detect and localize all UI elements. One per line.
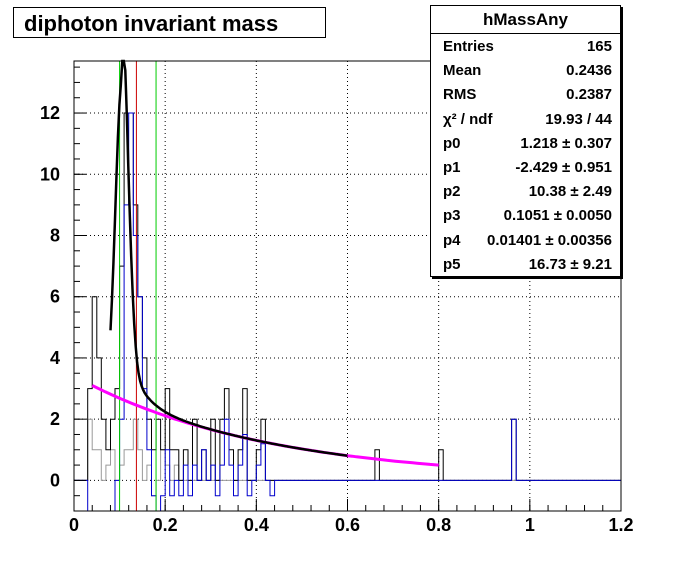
stats-key: Mean xyxy=(443,62,482,80)
stats-value: -2.429 ± 0.951 xyxy=(515,158,612,176)
y-tick-label: 10 xyxy=(40,164,60,184)
stats-value: 1.218 ± 0.307 xyxy=(520,134,612,152)
x-tick-label: 1 xyxy=(525,515,535,535)
stats-value: 10.38 ± 2.49 xyxy=(528,183,612,201)
x-tick-label: 0.2 xyxy=(153,515,178,535)
stats-key: Entries xyxy=(443,38,494,55)
stats-value: 0.1051 ± 0.0050 xyxy=(503,207,612,225)
x-tick-label: 1.2 xyxy=(608,515,633,535)
y-tick-label: 8 xyxy=(50,225,60,245)
y-tick-label: 4 xyxy=(50,348,60,368)
stats-row-p1: p1 -2.429 ± 0.951 xyxy=(431,155,620,179)
y-tick-label: 0 xyxy=(50,470,60,490)
stats-box: hMassAny Entries 165 Mean 0.2436 RMS 0.2387… xyxy=(430,5,621,277)
stats-row-chi2: χ² / ndf 19.93 / 44 xyxy=(431,107,620,131)
stats-value: 19.93 / 44 xyxy=(545,110,612,128)
stats-row-mean: Mean 0.2436 xyxy=(431,58,620,82)
x-tick-label: 0.6 xyxy=(335,515,360,535)
stats-row-p0: p0 1.218 ± 0.307 xyxy=(431,131,620,155)
stats-key: p4 xyxy=(443,231,461,249)
x-tick-label: 0.4 xyxy=(244,515,269,535)
stats-row-p3: p3 0.1051 ± 0.0050 xyxy=(431,203,620,227)
stats-key: χ² / ndf xyxy=(443,110,493,128)
stats-key: p1 xyxy=(443,158,461,176)
stats-row-rms: RMS 0.2387 xyxy=(431,82,620,106)
stats-key: p3 xyxy=(443,207,461,225)
chart-title: diphoton invariant mass xyxy=(24,11,279,36)
stats-key: RMS xyxy=(443,86,477,104)
stats-rows: Entries 165 Mean 0.2436 RMS 0.2387 χ² / ndf… xyxy=(431,34,620,276)
stats-value: 0.2436 xyxy=(566,62,612,80)
stats-key: p5 xyxy=(443,255,461,273)
stats-value: 0.01401 ± 0.00356 xyxy=(486,231,612,249)
stats-row-p5: p5 16.73 ± 9.21 xyxy=(431,252,620,276)
x-tick-label: 0 xyxy=(69,515,79,535)
stats-key: p2 xyxy=(443,183,461,201)
y-tick-label: 12 xyxy=(40,103,60,123)
histogram-blue xyxy=(74,112,621,512)
stats-value: 16.73 ± 9.21 xyxy=(528,255,612,273)
total-fit-curve xyxy=(109,59,348,457)
chart-title-box: diphoton invariant mass xyxy=(13,7,326,38)
stats-histogram-name: hMassAny xyxy=(431,6,620,34)
stats-row-p4: p4 0.01401 ± 0.00356 xyxy=(431,228,620,252)
stats-value: 0.2387 xyxy=(566,86,612,104)
stats-row-entries: Entries 165 xyxy=(431,34,620,58)
stats-row-p2: p2 10.38 ± 2.49 xyxy=(431,179,620,203)
stats-value: 165 xyxy=(586,38,612,55)
y-tick-label: 2 xyxy=(50,409,60,429)
stats-key: p0 xyxy=(443,134,461,152)
x-tick-label: 0.8 xyxy=(426,515,451,535)
y-tick-label: 6 xyxy=(50,287,60,307)
